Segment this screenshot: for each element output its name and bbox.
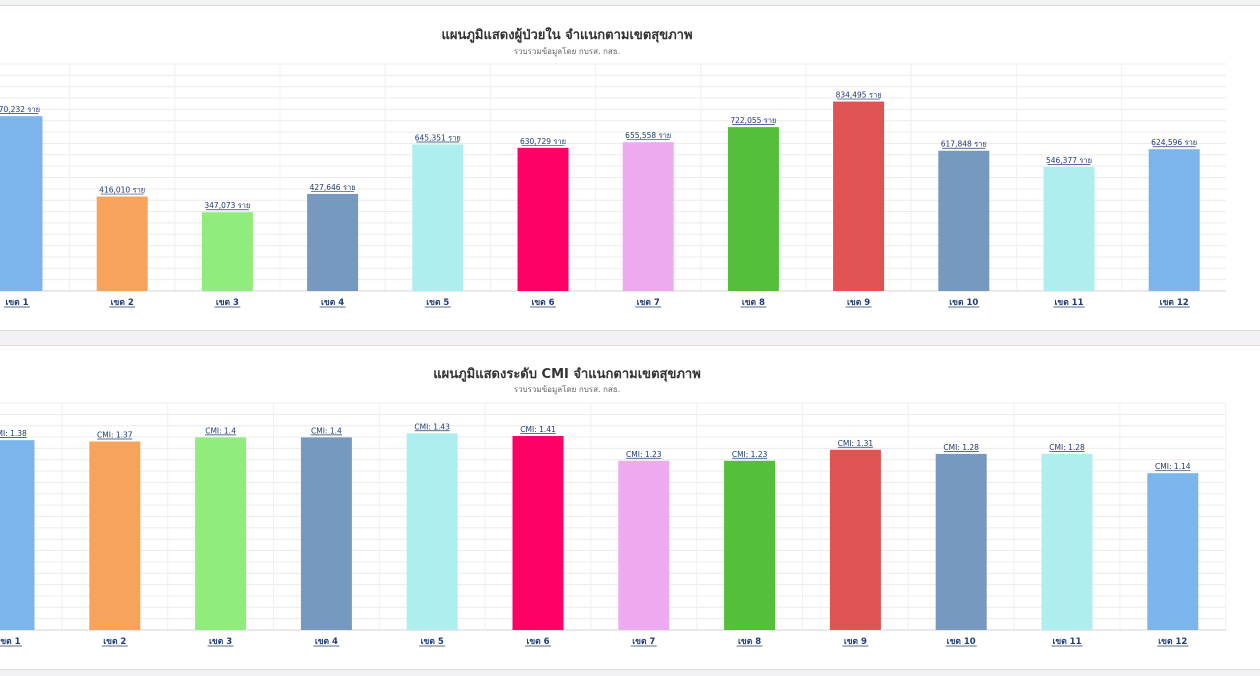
bar[interactable] [1148,149,1200,291]
bar[interactable] [0,440,35,630]
x-tick-label[interactable]: เขต 6 [531,298,554,308]
bar[interactable] [829,449,881,630]
data-label: 722,055 ราย [730,116,776,125]
bar[interactable] [517,147,569,291]
x-tick-label[interactable]: เขต 7 [637,298,660,308]
x-tick-label[interactable]: เขต 3 [216,298,239,308]
x-tick-label[interactable]: เขต 1 [5,298,28,308]
data-label: 655,558 ราย [625,131,671,140]
data-label: 416,010 ราย [99,186,145,195]
data-label: CMI: 1.4 [205,426,236,435]
bar[interactable] [727,127,779,292]
data-label: 645,351 ราย [415,134,461,143]
x-tick-label[interactable]: เขต 4 [321,298,344,308]
x-tick-label[interactable]: เขต 5 [426,298,449,308]
data-label: CMI: 1.23 [626,450,662,459]
data-label: CMI: 1.4 [311,426,342,435]
cmi-bar-chart: CMI: 1.38 เขต 1 CMI: 1.37 เขต 2 CMI: 1.4 เขต … [0,402,1227,647]
x-tick-label[interactable]: เขต 12 [1160,298,1189,308]
x-tick-label[interactable]: เขต 9 [847,298,870,308]
data-label: 546,377 ราย [1046,156,1092,165]
chart-title: แผนภูมิแสดงผู้ป่วยใน จำแนกตามเขตสุขภาพ [441,28,693,43]
chart-title: แผนภูมิแสดงระดับ CMI จำแนกตามเขตสุขภาพ [433,367,701,382]
bar[interactable] [724,460,776,630]
x-tick-label[interactable]: เขต 9 [844,637,867,647]
data-label: CMI: 1.38 [0,429,27,438]
data-label: 834,495 ราย [836,91,882,100]
data-label: CMI: 1.23 [732,450,768,459]
x-tick-label[interactable]: เขต 4 [315,637,338,647]
bar[interactable] [89,441,141,630]
x-tick-label[interactable]: เขต 10 [949,298,978,308]
cmi-chart-panel: แผนภูมิแสดงระดับ CMI จำแนกตามเขตสุขภาพ ร… [0,345,1260,670]
data-label: 624,596 ราย [1151,138,1197,147]
bar[interactable] [406,433,458,630]
plot-area: CMI: 1.38 เขต 1 CMI: 1.37 เขต 2 CMI: 1.4 เขต … [0,402,1227,647]
data-label: CMI: 1.31 [838,439,874,448]
data-label: 617,848 ราย [941,140,987,149]
data-label: CMI: 1.28 [943,443,979,452]
x-tick-label[interactable]: เขต 3 [209,637,232,647]
data-label: CMI: 1.14 [1155,462,1191,471]
x-tick-label[interactable]: เขต 11 [1052,637,1081,647]
bar[interactable] [96,196,148,291]
x-tick-label[interactable]: เขต 12 [1158,637,1187,647]
bar[interactable] [307,193,359,291]
bar[interactable] [512,436,564,630]
data-label: 427,646 ราย [310,183,356,192]
x-tick-label[interactable]: เขต 5 [421,637,444,647]
chart-subtitle: รวบรวมข้อมูลโดย กบรส. กสธ. [513,385,621,394]
bar[interactable] [201,212,253,291]
x-tick-label[interactable]: เขต 11 [1054,298,1083,308]
x-tick-label[interactable]: เขต 1 [0,637,21,647]
bar[interactable] [1041,453,1093,630]
x-tick-label[interactable]: เขต 7 [632,637,655,647]
bar[interactable] [1147,473,1199,630]
bar[interactable] [1043,166,1095,291]
x-tick-label[interactable]: เขต 8 [738,637,761,647]
x-tick-label[interactable]: เขต 2 [111,298,134,308]
data-label: 630,729 ราย [520,137,566,146]
x-tick-label[interactable]: เขต 8 [742,298,765,308]
inpatient-chart-panel: แผนภูมิแสดงผู้ป่วยใน จำแนกตามเขตสุขภาพ ร… [0,5,1260,331]
data-label: CMI: 1.41 [520,425,556,434]
bar[interactable] [195,437,247,630]
bar[interactable] [938,150,990,291]
data-label: 347,073 ราย [204,201,250,210]
data-label: CMI: 1.37 [97,431,133,440]
bar[interactable] [833,101,885,291]
bar[interactable] [618,460,670,630]
data-label: CMI: 1.43 [414,422,450,431]
bar[interactable] [412,144,464,291]
bar[interactable] [935,453,987,630]
x-tick-label[interactable]: เขต 10 [947,637,976,647]
x-tick-label[interactable]: เขต 2 [103,637,126,647]
bar[interactable] [622,142,674,291]
bar[interactable] [300,437,352,630]
bar[interactable] [0,116,43,291]
x-tick-label[interactable]: เขต 6 [526,637,549,647]
data-label: CMI: 1.28 [1049,443,1085,452]
chart-subtitle: รวบรวมข้อมูลโดย กบรส. กสธ. [513,47,621,56]
data-label: 770,232 ราย [0,105,40,114]
